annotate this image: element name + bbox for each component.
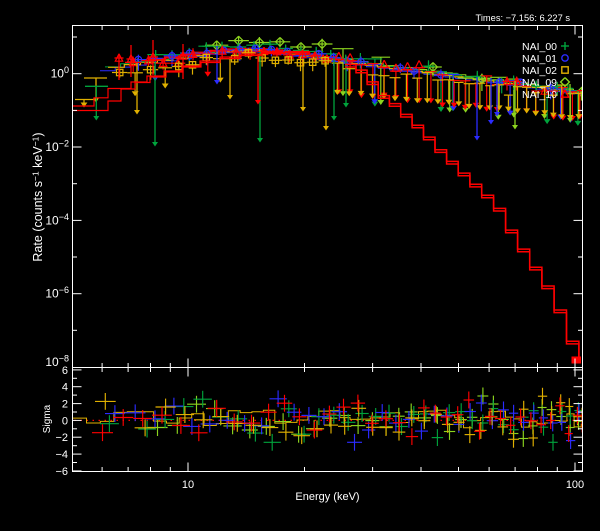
svg-text:−6: −6 [55, 466, 68, 478]
svg-text:2: 2 [62, 399, 68, 411]
svg-text:−2: −2 [55, 432, 68, 444]
svg-text:10: 10 [182, 479, 194, 491]
svg-text:0: 0 [62, 415, 68, 427]
svg-text:NAI_09: NAI_09 [522, 77, 557, 89]
svg-text:Rate (counts s−1 keV−1): Rate (counts s−1 keV−1) [31, 132, 46, 261]
svg-text:6: 6 [62, 365, 68, 377]
svg-text:NAI_01: NAI_01 [522, 53, 557, 65]
svg-text:NAI_02: NAI_02 [522, 65, 557, 77]
svg-text:Sigma: Sigma [42, 404, 53, 433]
svg-text:Energy (keV): Energy (keV) [295, 491, 359, 503]
svg-text:Times: −7.156: 6.227 s: Times: −7.156: 6.227 s [476, 13, 571, 23]
svg-text:100: 100 [566, 479, 584, 491]
svg-text:−4: −4 [55, 449, 68, 461]
svg-text:4: 4 [62, 382, 68, 394]
svg-text:NAI_10: NAI_10 [522, 89, 557, 101]
svg-text:NAI_00: NAI_00 [522, 41, 557, 53]
